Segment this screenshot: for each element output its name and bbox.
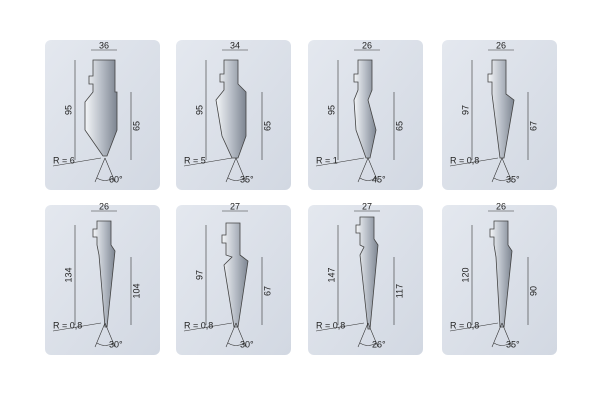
leader-line <box>449 322 499 332</box>
punch-profile <box>92 220 116 328</box>
height-right-label: 67 <box>528 121 538 131</box>
punch-profile <box>487 59 515 159</box>
punch-panel: 26 134 104 R = 0,8 30° <box>45 201 160 355</box>
height-right-label: 65 <box>131 121 141 131</box>
height-right-label: 104 <box>131 283 141 298</box>
punch-profile <box>221 222 249 328</box>
width-label: 26 <box>99 201 109 211</box>
height-left-label: 120 <box>460 267 470 282</box>
leader-line <box>183 322 233 332</box>
width-label: 26 <box>362 40 372 50</box>
height-left-label: 95 <box>326 105 336 115</box>
height-right-label: 65 <box>262 121 272 131</box>
width-label: 36 <box>99 40 109 50</box>
angle-label: 45° <box>372 174 386 184</box>
width-label: 26 <box>496 201 506 211</box>
angle-lines <box>491 157 513 183</box>
leader-line <box>183 157 233 167</box>
angle-label: 30° <box>109 339 123 349</box>
angle-label: 26° <box>372 339 386 349</box>
radius-label: R = 0,8 <box>316 320 345 330</box>
radius-label: R = 5 <box>184 155 206 165</box>
radius-label: R = 6 <box>53 155 75 165</box>
angle-lines <box>225 157 247 183</box>
leader-line <box>315 322 365 332</box>
height-left-label: 95 <box>194 105 204 115</box>
leader-line <box>449 157 499 167</box>
punch-panel: 34 95 65 R = 5 35° <box>176 40 291 190</box>
angle-label: 35° <box>506 174 520 184</box>
width-label: 27 <box>362 201 372 211</box>
angle-lines <box>357 322 379 348</box>
punch-panel: 26 97 67 R = 0,8 35° <box>442 40 557 190</box>
angle-lines <box>225 322 247 348</box>
height-right-label: 67 <box>262 286 272 296</box>
leader-line <box>52 322 102 332</box>
punch-panel: 36 95 65 R = 6 60° <box>45 40 160 190</box>
punch-panel: 27 97 67 R = 0,8 30° <box>176 201 291 355</box>
radius-label: R = 0,8 <box>53 320 82 330</box>
radius-label: R = 0,8 <box>450 320 479 330</box>
width-label: 34 <box>230 40 240 50</box>
height-left-label: 134 <box>63 267 73 282</box>
punch-profile <box>355 216 379 330</box>
width-label: 27 <box>230 201 240 211</box>
leader-line <box>315 157 365 167</box>
height-right-label: 117 <box>394 284 404 298</box>
radius-label: R = 1 <box>316 155 338 165</box>
punch-profile <box>215 59 247 159</box>
radius-label: R = 0,8 <box>450 155 479 165</box>
angle-label: 30° <box>240 339 254 349</box>
height-left-label: 97 <box>460 105 470 115</box>
height-left-label: 147 <box>326 267 336 282</box>
punch-panel: 27 147 117 R = 0,8 26° <box>308 201 423 355</box>
angle-label: 35° <box>240 174 254 184</box>
angle-lines <box>94 157 116 183</box>
punch-panel: 26 95 65 R = 1 45° <box>308 40 423 190</box>
leader-line <box>52 157 102 167</box>
height-left-label: 95 <box>63 105 73 115</box>
width-label: 26 <box>496 40 506 50</box>
punch-panel: 26 120 90 R = 0,8 35° <box>442 201 557 355</box>
angle-label: 60° <box>109 174 123 184</box>
height-left-label: 97 <box>194 270 204 280</box>
angle-lines <box>357 157 379 183</box>
punch-profile <box>353 59 377 159</box>
punch-profile <box>489 220 513 328</box>
height-right-label: 90 <box>528 286 538 296</box>
angle-lines <box>491 322 513 348</box>
height-right-label: 65 <box>394 121 404 131</box>
punch-profile <box>84 59 118 157</box>
angle-label: 35° <box>506 339 520 349</box>
angle-lines <box>94 322 116 348</box>
radius-label: R = 0,8 <box>184 320 213 330</box>
